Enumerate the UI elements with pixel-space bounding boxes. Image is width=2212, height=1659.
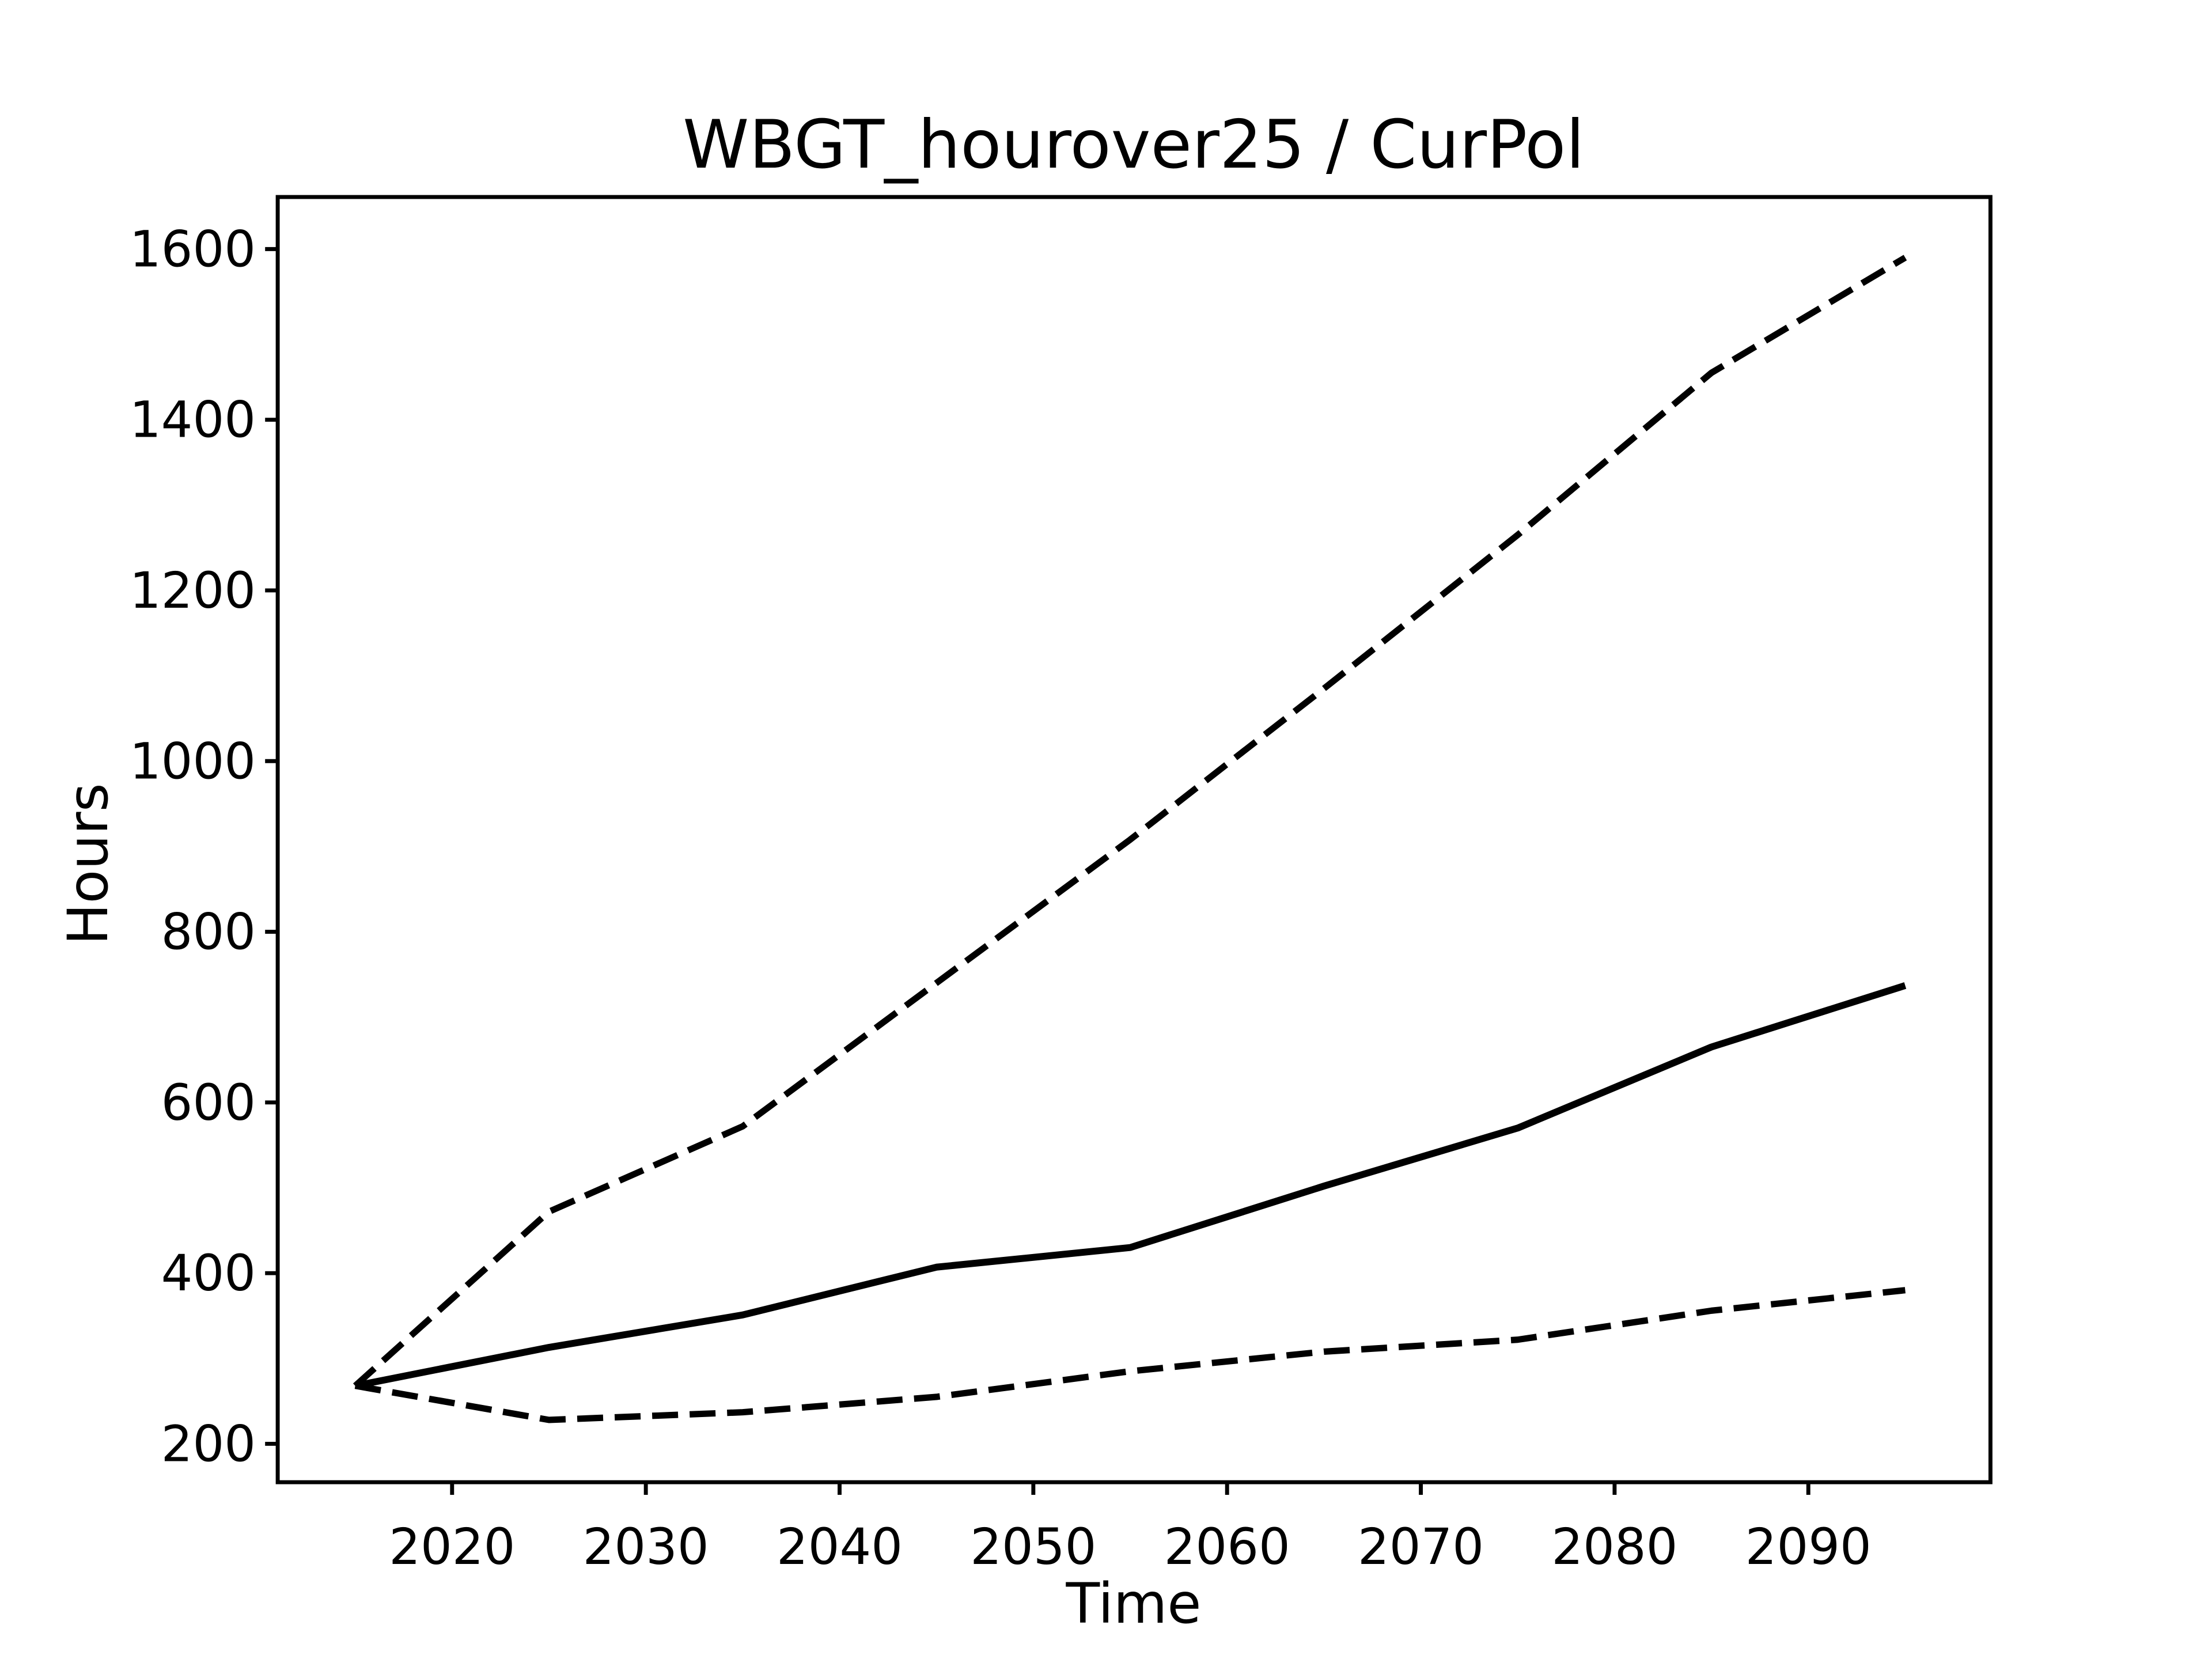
y-tick-label: 1000 — [130, 733, 256, 790]
axes-spines — [275, 195, 1993, 1484]
y-tick-label: 1400 — [130, 392, 256, 449]
y-tick-label: 1200 — [130, 562, 256, 620]
series-upper-bound-line — [353, 255, 1907, 1388]
plot-area: 2020 2030 2040 2050 2060 2070 2080 2090 200 400 60… — [130, 195, 1993, 1576]
y-tick-label: 200 — [161, 1415, 256, 1473]
series-median-line — [354, 982, 1907, 1389]
y-tick-label: 1600 — [130, 221, 256, 278]
y-axis-label: Hours — [56, 783, 120, 945]
chart-title: WBGT_hourover25 / CurPol — [683, 106, 1584, 184]
x-tick-label: 2060 — [1164, 1518, 1290, 1576]
x-tick-label: 2090 — [1745, 1518, 1872, 1576]
series-lower-bound-line — [354, 1287, 1906, 1423]
x-tick-label: 2040 — [777, 1518, 903, 1576]
x-tick-label: 2080 — [1551, 1518, 1677, 1576]
x-tick-label: 2030 — [583, 1518, 709, 1576]
x-tick-label: 2050 — [970, 1518, 1096, 1576]
y-tick-label: 400 — [161, 1245, 256, 1302]
y-tick-label: 600 — [161, 1074, 256, 1132]
x-axis-label: Time — [1066, 1571, 1202, 1636]
y-tick-label: 800 — [161, 904, 256, 961]
x-tick-label: 2070 — [1358, 1518, 1484, 1576]
x-tick-label: 2020 — [389, 1518, 515, 1576]
